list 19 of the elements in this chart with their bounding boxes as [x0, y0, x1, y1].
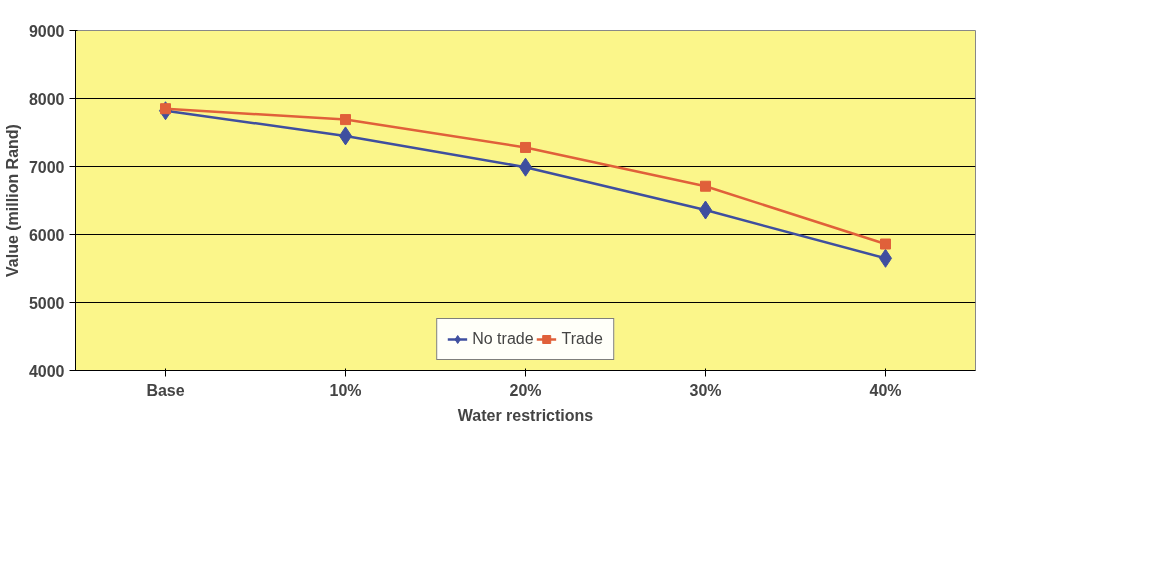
legend-label: No trade: [472, 330, 534, 348]
x-tick-label: 20%: [509, 381, 542, 399]
x-tick-label: 30%: [689, 381, 722, 399]
x-tick-label: Base: [146, 381, 185, 399]
y-tick-label: 9000: [28, 22, 65, 40]
y-axis-title: Value (million Rand): [3, 124, 21, 277]
x-tick-label: 10%: [329, 381, 362, 399]
x-axis-title: Water restrictions: [457, 406, 594, 424]
point: [520, 141, 531, 153]
x-tick-label: 40%: [869, 381, 902, 399]
y-tick-label: 8000: [28, 90, 65, 108]
point: [340, 114, 351, 126]
point: [880, 238, 891, 250]
y-tick-label: 7000: [28, 158, 65, 176]
point: [700, 180, 711, 192]
y-tick-label: 4000: [28, 362, 65, 380]
legend-label: Trade: [561, 330, 603, 348]
y-tick-label: 6000: [28, 226, 65, 244]
y-tick-label: 5000: [28, 294, 65, 312]
